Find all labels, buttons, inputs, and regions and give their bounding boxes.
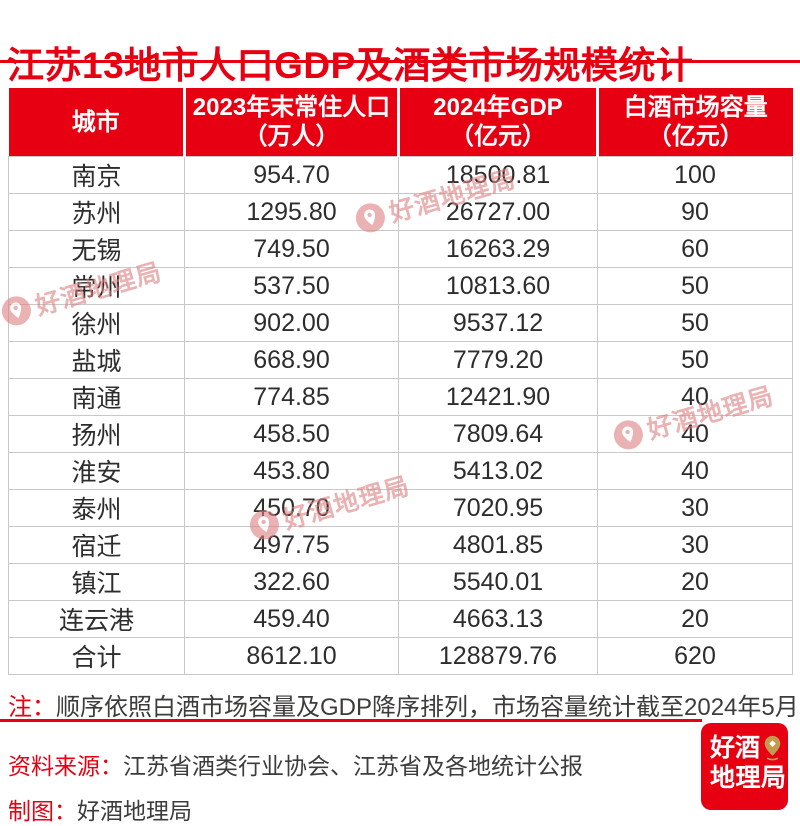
table-row: 合计 8612.10 128879.76 620 <box>8 637 793 675</box>
table-row: 南京 954.70 18500.81 100 <box>8 156 793 194</box>
table-row: 常州 537.50 10813.60 50 <box>8 267 793 305</box>
population-cell: 453.80 <box>184 452 399 490</box>
column-header-city: 城市 <box>8 88 186 157</box>
population-cell: 459.40 <box>184 600 399 638</box>
gdp-cell: 18500.81 <box>398 156 598 194</box>
page-title: 江苏13地市人口GDP及酒类市场规模统计 <box>7 44 694 86</box>
population-cell: 537.50 <box>184 267 399 305</box>
market-capacity-cell: 20 <box>597 600 793 638</box>
table-row: 扬州 458.50 7809.64 40 <box>8 415 793 453</box>
gdp-cell: 9537.12 <box>398 304 598 342</box>
city-cell: 南通 <box>8 378 185 416</box>
market-capacity-cell: 20 <box>597 563 793 601</box>
column-header-baijiu-market: 白酒市场容量 （亿元） <box>597 88 793 157</box>
population-cell: 902.00 <box>184 304 399 342</box>
city-cell: 宿迁 <box>8 526 185 564</box>
market-capacity-cell: 40 <box>597 415 793 453</box>
population-cell: 1295.80 <box>184 193 399 231</box>
market-capacity-cell: 50 <box>597 304 793 342</box>
gdp-cell: 26727.00 <box>398 193 598 231</box>
source-text: 江苏省酒类行业协会、江苏省及各地统计公报 <box>123 753 583 779</box>
market-capacity-cell: 100 <box>597 156 793 194</box>
gdp-cell: 7809.64 <box>398 415 598 453</box>
city-cell: 南京 <box>8 156 185 194</box>
population-cell: 322.60 <box>184 563 399 601</box>
population-cell: 8612.10 <box>184 637 399 675</box>
city-cell: 连云港 <box>8 600 185 638</box>
gdp-cell: 4663.13 <box>398 600 598 638</box>
stats-table: 城市 2023年末常住人口 （万人） 2024年GDP （亿元） 白酒市场容量 … <box>8 88 793 675</box>
market-capacity-cell: 90 <box>597 193 793 231</box>
market-capacity-cell: 30 <box>597 489 793 527</box>
note-line: 注：顺序依照白酒市场容量及GDP降序排列，市场容量统计截至2024年5月 <box>8 687 799 722</box>
market-capacity-cell: 30 <box>597 526 793 564</box>
table-row: 无锡 749.50 16263.29 60 <box>8 230 793 268</box>
market-capacity-cell: 620 <box>597 637 793 675</box>
gdp-cell: 7020.95 <box>398 489 598 527</box>
city-cell: 扬州 <box>8 415 185 453</box>
location-pin-icon <box>764 735 781 761</box>
city-cell: 淮安 <box>8 452 185 490</box>
population-cell: 954.70 <box>184 156 399 194</box>
gdp-cell: 128879.76 <box>398 637 598 675</box>
table-row: 宿迁 497.75 4801.85 30 <box>8 526 793 564</box>
gdp-cell: 12421.90 <box>398 378 598 416</box>
note-text: 顺序依照白酒市场容量及GDP降序排列，市场容量统计截至2024年5月 <box>56 694 799 721</box>
population-cell: 450.70 <box>184 489 399 527</box>
population-cell: 749.50 <box>184 230 399 268</box>
gdp-cell: 4801.85 <box>398 526 598 564</box>
city-cell: 常州 <box>8 267 185 305</box>
source-label: 资料来源： <box>8 753 123 779</box>
table-row: 连云港 459.40 4663.13 20 <box>8 600 793 638</box>
city-cell: 镇江 <box>8 563 185 601</box>
gdp-cell: 7779.20 <box>398 341 598 379</box>
note-label: 注： <box>8 694 56 721</box>
table-row: 淮安 453.80 5413.02 40 <box>8 452 793 490</box>
gdp-cell: 10813.60 <box>398 267 598 305</box>
market-capacity-cell: 40 <box>597 378 793 416</box>
footer-divider <box>0 719 702 722</box>
population-cell: 774.85 <box>184 378 399 416</box>
column-header-gdp: 2024年GDP （亿元） <box>398 88 599 157</box>
title-divider <box>0 60 800 63</box>
credit-label: 制图： <box>8 798 77 824</box>
gdp-cell: 5413.02 <box>398 452 598 490</box>
market-capacity-cell: 50 <box>597 341 793 379</box>
table-row: 徐州 902.00 9537.12 50 <box>8 304 793 342</box>
logo-line1: 好酒 <box>710 734 761 762</box>
source-line: 资料来源：江苏省酒类行业协会、江苏省及各地统计公报 <box>8 747 583 781</box>
city-cell: 无锡 <box>8 230 185 268</box>
city-cell: 苏州 <box>8 193 185 231</box>
header-row: 城市 2023年末常住人口 （万人） 2024年GDP （亿元） 白酒市场容量 … <box>8 88 793 157</box>
population-cell: 497.75 <box>184 526 399 564</box>
city-cell: 合计 <box>8 637 185 675</box>
brand-logo: 好酒 地理局 <box>701 723 788 810</box>
column-header-population: 2023年末常住人口 （万人） <box>184 88 400 157</box>
credit-line: 制图：好酒地理局 <box>8 792 192 826</box>
table-row: 泰州 450.70 7020.95 30 <box>8 489 793 527</box>
market-capacity-cell: 40 <box>597 452 793 490</box>
logo-line2: 地理局 <box>710 764 787 792</box>
city-cell: 徐州 <box>8 304 185 342</box>
market-capacity-cell: 50 <box>597 267 793 305</box>
table-row: 盐城 668.90 7779.20 50 <box>8 341 793 379</box>
city-cell: 盐城 <box>8 341 185 379</box>
population-cell: 458.50 <box>184 415 399 453</box>
table-row: 南通 774.85 12421.90 40 <box>8 378 793 416</box>
gdp-cell: 5540.01 <box>398 563 598 601</box>
gdp-cell: 16263.29 <box>398 230 598 268</box>
city-cell: 泰州 <box>8 489 185 527</box>
population-cell: 668.90 <box>184 341 399 379</box>
table-row: 镇江 322.60 5540.01 20 <box>8 563 793 601</box>
credit-text: 好酒地理局 <box>77 798 192 824</box>
table-row: 苏州 1295.80 26727.00 90 <box>8 193 793 231</box>
market-capacity-cell: 60 <box>597 230 793 268</box>
